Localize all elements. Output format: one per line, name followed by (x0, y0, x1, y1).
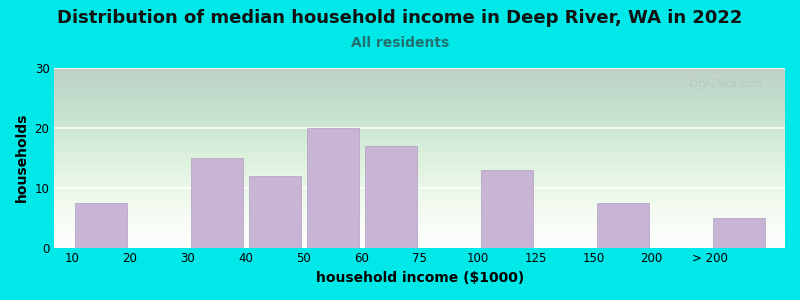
Bar (74, 203, 126, 248)
Y-axis label: households: households (15, 113, 29, 202)
Bar (365, 146, 417, 247)
Bar (597, 203, 649, 248)
Text: All residents: All residents (351, 36, 449, 50)
X-axis label: household income ($1000): household income ($1000) (315, 271, 524, 285)
Bar (249, 176, 301, 248)
Bar (713, 218, 765, 247)
Text: City-Data.com: City-Data.com (689, 79, 763, 89)
Bar (306, 128, 358, 248)
Text: Distribution of median household income in Deep River, WA in 2022: Distribution of median household income … (58, 9, 742, 27)
Bar (190, 158, 242, 248)
Bar (481, 170, 533, 248)
